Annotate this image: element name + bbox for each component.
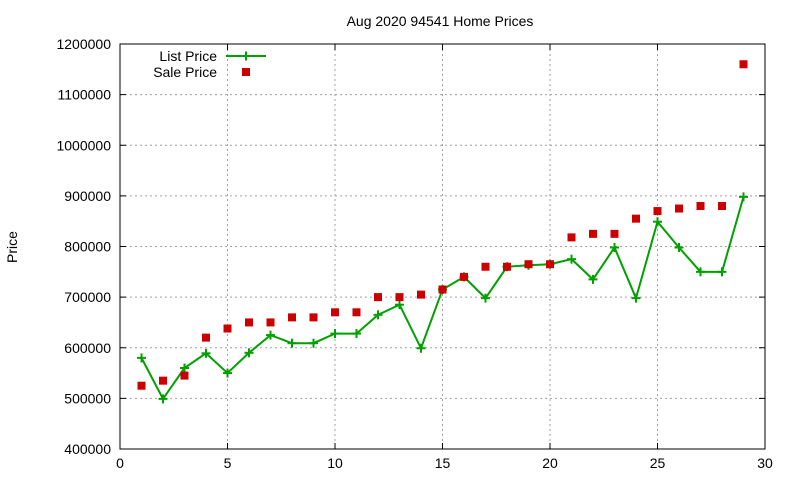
list-price-point — [395, 300, 404, 310]
sale-price-point — [503, 262, 511, 271]
list-price-point — [717, 267, 727, 277]
list-price-point — [696, 267, 705, 277]
sale-price-point — [653, 207, 662, 216]
grid — [120, 44, 765, 449]
y-tick-label: 1200000 — [56, 36, 111, 52]
sale-price-point — [180, 371, 189, 380]
list-price-point — [653, 217, 662, 227]
legend-marker — [242, 68, 250, 76]
x-tick-label: 5 — [224, 455, 232, 471]
legend-label: List Price — [159, 48, 217, 64]
list-price-point — [330, 329, 340, 339]
x-tick-label: 25 — [650, 455, 666, 471]
list-price-point — [631, 293, 641, 303]
sale-price-point — [202, 333, 210, 342]
list-price-point — [309, 338, 318, 348]
x-tick-label: 15 — [435, 455, 451, 471]
axes: 400000 500000 600000 700000 800000 900000 1000… — [56, 36, 773, 471]
list-price-point — [567, 254, 576, 264]
list-price-point — [244, 348, 254, 358]
sale-price-point — [438, 285, 447, 294]
sale-price-point — [739, 60, 748, 69]
y-tick-label: 400000 — [64, 441, 111, 457]
list-price-point — [180, 363, 189, 373]
x-tick-label: 30 — [757, 455, 773, 471]
y-axis-label: Price — [4, 231, 20, 263]
sale-price-point — [546, 260, 554, 269]
list-price-point — [481, 293, 490, 303]
sale-price-point — [675, 204, 683, 213]
sale-price-point — [589, 229, 597, 238]
sale-price-point — [718, 202, 726, 210]
sale-price-point — [567, 233, 576, 242]
list-price-line — [140, 196, 745, 401]
x-tick-label: 20 — [542, 455, 558, 471]
sale-price-point — [481, 262, 490, 271]
list-price-point — [287, 338, 297, 348]
list-price-point — [674, 243, 684, 253]
sale-price-point — [245, 318, 253, 327]
sale-price-point — [159, 376, 167, 385]
sale-price-point — [352, 308, 361, 317]
sale-price-point — [696, 202, 705, 210]
sale-price-point — [632, 214, 640, 223]
y-tick-label: 500000 — [64, 390, 111, 406]
x-tick-label: 10 — [327, 455, 343, 471]
sale-price-point — [610, 229, 619, 238]
list-price-point — [373, 310, 383, 320]
legend-marker — [241, 51, 251, 61]
legend-label: Sale Price — [153, 64, 217, 80]
list-price-point — [158, 394, 168, 404]
sale-price-point — [460, 272, 468, 281]
sale-price-point — [266, 318, 275, 327]
sale-price-point — [223, 324, 232, 333]
y-tick-label: 700000 — [64, 289, 111, 305]
list-price-point — [266, 330, 275, 340]
sale-price-point — [524, 260, 533, 269]
y-tick-label: 1100000 — [58, 87, 112, 103]
y-tick-label: 600000 — [64, 340, 111, 356]
list-price-point — [416, 343, 426, 353]
sale-price-point — [374, 293, 382, 302]
list-price-point — [352, 329, 361, 339]
list-price-point — [137, 353, 146, 363]
x-tick-label: 0 — [116, 455, 124, 471]
list-price-point — [610, 243, 619, 253]
sale-price-point — [395, 293, 404, 302]
list-price-point — [223, 368, 232, 378]
list-price-point — [588, 274, 598, 284]
sale-price-point — [288, 313, 296, 322]
list-price-point — [201, 348, 211, 358]
y-tick-label: 1000000 — [56, 137, 111, 153]
chart-title: Aug 2020 94541 Home Prices — [347, 13, 534, 29]
y-tick-label: 800000 — [64, 239, 111, 255]
series-1 — [137, 60, 748, 390]
sale-price-point — [137, 381, 146, 390]
sale-price-point — [331, 308, 339, 317]
sale-price-point — [309, 313, 318, 322]
sale-price-point — [417, 290, 425, 299]
series-layer — [137, 60, 748, 404]
list-price-point — [739, 192, 748, 202]
y-tick-label: 900000 — [64, 188, 111, 204]
